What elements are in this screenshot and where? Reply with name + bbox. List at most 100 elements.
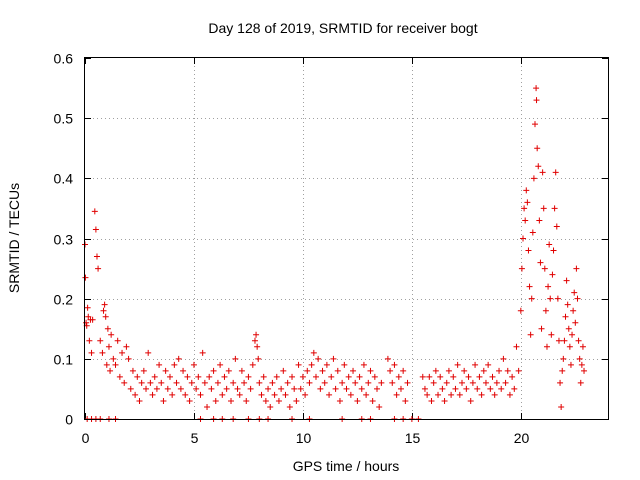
data-point [208,385,215,392]
data-point [367,367,374,374]
data-point [384,355,391,362]
data-point [518,265,525,272]
data-point [85,313,92,320]
data-point [193,385,200,392]
data-point [295,361,302,368]
data-point [574,295,581,302]
data-point [389,379,396,386]
data-point [569,331,576,338]
data-point [89,316,96,323]
data-point [217,361,224,368]
data-point [350,367,357,374]
y-axis-label: SRMTID / TECUs [6,183,22,293]
data-point [197,391,204,398]
data-point [177,385,184,392]
data-point [112,361,119,368]
data-point [214,379,221,386]
data-point [247,385,254,392]
data-point [114,337,121,344]
data-point [445,367,452,374]
data-point [575,337,582,344]
data-point [537,259,544,266]
data-point [539,169,546,176]
y-tick-label: 0.5 [54,111,74,127]
data-point [533,97,540,104]
data-point [149,391,156,398]
data-point [546,241,553,248]
data-point [551,205,558,212]
data-point [221,373,228,380]
data-point [326,391,333,398]
data-point [356,373,363,380]
data-point [533,85,540,92]
data-point [269,379,276,386]
data-point [143,385,150,392]
data-point [230,379,237,386]
data-point [321,379,328,386]
data-point [151,373,158,380]
data-point [121,379,128,386]
data-point [496,367,503,374]
data-point [304,367,311,374]
data-point [391,361,398,368]
data-point [371,373,378,380]
data-point [491,391,498,398]
x-tick-labels: 0 5 10 15 20 [82,430,530,446]
data-point [393,391,400,398]
data-point [400,367,407,374]
x-tick-label: 10 [296,430,312,446]
data-point [572,319,579,326]
data-point [267,403,274,410]
data-point [374,385,381,392]
data-point [566,343,573,350]
data-point [463,385,470,392]
data-point [140,367,147,374]
data-point [271,391,278,398]
data-point [560,355,567,362]
data-point [243,397,250,404]
data-point [164,385,171,392]
data-point [542,307,549,314]
data-point [91,208,98,215]
data-point [330,355,337,362]
data-point [297,385,304,392]
data-point [156,361,163,368]
data-point [559,367,566,374]
data-point [103,361,110,368]
axis-ticks [85,58,608,420]
y-tick-label: 0 [65,412,73,428]
data-point [521,205,528,212]
data-point [255,355,262,362]
data-point [265,385,272,392]
data-point [195,373,202,380]
data-point [555,337,562,344]
data-point [315,355,322,362]
chart-title: Day 128 of 2019, SRMTID for receiver bog… [208,20,477,36]
data-point [123,343,130,350]
data-point [275,397,282,404]
data-point [509,373,516,380]
data-point [522,217,529,224]
data-point [538,325,545,332]
data-point [210,367,217,374]
data-point [528,295,535,302]
data-point [84,304,91,311]
data-point [421,385,428,392]
data-point [175,355,182,362]
data-point [341,361,348,368]
data-point [506,391,513,398]
data-point [190,361,197,368]
data-points [82,85,588,422]
data-point [293,397,300,404]
data-point [456,391,463,398]
data-point [343,385,350,392]
data-point [565,325,572,332]
plot-frame [84,57,609,420]
data-point [302,391,309,398]
y-tick-label: 0.1 [54,352,74,368]
data-point [500,355,507,362]
data-point [502,379,509,386]
data-point [358,385,365,392]
data-point [258,391,265,398]
